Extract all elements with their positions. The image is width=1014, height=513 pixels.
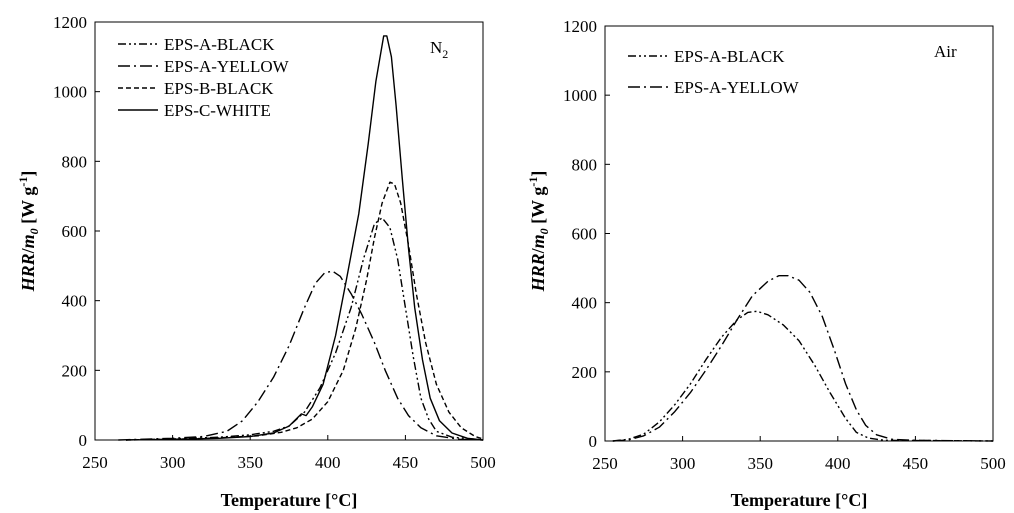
x-tick-label: 500 xyxy=(980,454,1006,473)
y-tick-label: 1200 xyxy=(563,17,597,36)
series-line-eps-c-white xyxy=(125,35,484,441)
series-line-eps-a-black xyxy=(612,310,994,442)
x-tick-label: 400 xyxy=(825,454,851,473)
series-line-eps-a-black xyxy=(125,217,484,441)
series-line-eps-a-yellow xyxy=(118,270,484,441)
y-tick-label: 0 xyxy=(589,432,598,451)
y-tick-label: 800 xyxy=(62,152,88,171)
y-tick-label: 1200 xyxy=(53,13,87,32)
y-tick-label: 800 xyxy=(572,155,598,174)
x-tick-label: 350 xyxy=(237,453,263,472)
y-tick-label: 400 xyxy=(62,292,88,311)
y-axis-ticks: 0 200 400 600 800 1000 1200 xyxy=(563,17,610,451)
x-tick-label: 250 xyxy=(82,453,108,472)
legend: EPS-A-BLACK EPS-A-YELLOW xyxy=(628,47,800,97)
x-tick-label: 300 xyxy=(160,453,186,472)
y-tick-label: 1000 xyxy=(563,86,597,105)
y-tick-label: 400 xyxy=(572,294,598,313)
series-line-eps-a-yellow xyxy=(612,275,994,442)
x-axis-ticks: 250 300 350 400 450 500 xyxy=(82,435,496,472)
legend-label: EPS-A-YELLOW xyxy=(674,78,800,97)
annotation-label: N2 xyxy=(430,38,448,61)
x-axis-label: Temperature [°C] xyxy=(221,490,358,510)
series-lines xyxy=(612,275,994,442)
chart-right-air: 0 200 400 600 800 1000 1200 250 300 350 400 450 500… xyxy=(526,17,1006,510)
x-tick-label: 300 xyxy=(670,454,696,473)
y-tick-label: 0 xyxy=(79,431,88,450)
y-tick-label: 1000 xyxy=(53,83,87,102)
y-tick-label: 200 xyxy=(62,361,88,380)
x-tick-label: 350 xyxy=(747,454,773,473)
legend-label: EPS-A-BLACK xyxy=(164,35,275,54)
y-tick-label: 200 xyxy=(572,363,598,382)
x-tick-label: 250 xyxy=(592,454,618,473)
x-axis-ticks: 250 300 350 400 450 500 xyxy=(592,436,1006,473)
plot-area-frame xyxy=(604,25,994,442)
legend: EPS-A-BLACK EPS-A-YELLOW EPS-B-BLACK EPS-C-… xyxy=(118,35,290,120)
y-tick-label: 600 xyxy=(62,222,88,241)
legend-label: EPS-B-BLACK xyxy=(164,79,274,98)
plot-area-frame xyxy=(94,21,484,441)
y-axis-label: HRR/m0 [W g-1] xyxy=(16,171,41,293)
series-line-eps-b-black xyxy=(125,181,484,441)
x-tick-label: 400 xyxy=(315,453,341,472)
y-tick-label: 600 xyxy=(572,225,598,244)
annotation-label: Air xyxy=(934,42,957,61)
x-tick-label: 450 xyxy=(903,454,929,473)
y-axis-label: HRR/m0 [W g-1] xyxy=(526,171,551,293)
legend-label: EPS-A-YELLOW xyxy=(164,57,290,76)
y-axis-ticks: 0 200 400 600 800 1000 1200 xyxy=(53,13,100,450)
x-axis-label: Temperature [°C] xyxy=(731,490,868,510)
x-tick-label: 500 xyxy=(470,453,496,472)
legend-label: EPS-A-BLACK xyxy=(674,47,785,66)
series-lines xyxy=(118,35,484,441)
legend-label: EPS-C-WHITE xyxy=(164,101,271,120)
chart-left-n2: 0 200 400 600 800 1000 1200 250 300 350 400 450 500… xyxy=(16,13,496,510)
x-tick-label: 450 xyxy=(393,453,419,472)
